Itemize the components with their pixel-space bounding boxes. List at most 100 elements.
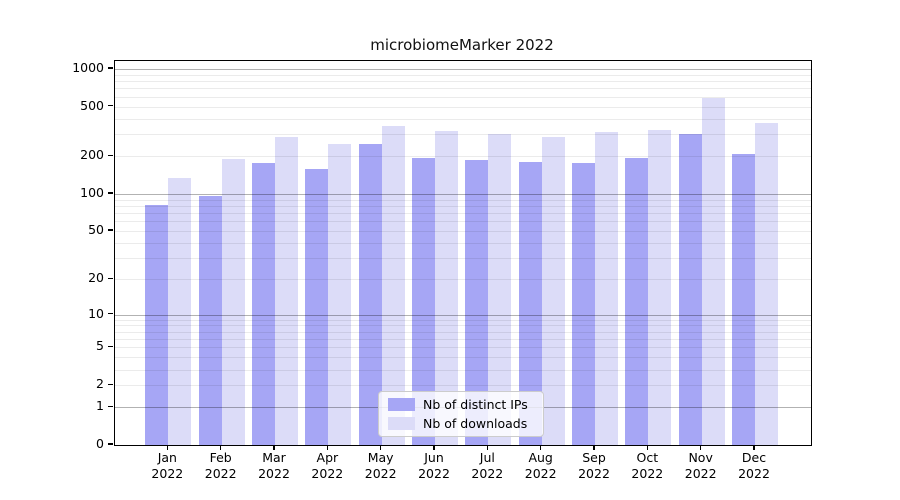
bar-downloads-sep: [595, 132, 618, 445]
bar-distinct-ips-apr: [305, 169, 329, 445]
bar-downloads-mar: [275, 137, 298, 445]
gridline-300: [115, 134, 811, 136]
legend-label-distinct-ips: Nb of distinct IPs: [423, 397, 528, 412]
bar-downloads-jun: [435, 131, 458, 445]
legend: Nb of distinct IPs Nb of downloads: [378, 391, 544, 437]
y-tick-label-2: 2: [96, 376, 104, 392]
x-tick-label-sep: Sep 2022: [578, 450, 610, 481]
y-tick-mark-50: [108, 229, 113, 231]
y-tick-mark-20: [108, 277, 113, 280]
y-tick-label-20: 20: [88, 270, 104, 286]
x-tick-mark-apr: [326, 445, 329, 450]
gridline-700: [115, 88, 811, 90]
y-tick-label-1: 1: [96, 398, 104, 414]
x-tick-mark-aug: [539, 445, 542, 450]
gridline-200: [115, 156, 811, 158]
y-tick-label-200: 200: [80, 147, 104, 163]
y-tick-label-1000: 1000: [72, 60, 104, 76]
x-tick-label-jan: Jan 2022: [151, 450, 184, 481]
bar-downloads-nov: [701, 98, 725, 445]
y-tick-label-5: 5: [96, 338, 104, 354]
x-tick-mark-jun: [433, 445, 435, 450]
bar-distinct-ips-jun: [412, 158, 435, 445]
bar-downloads-oct: [648, 130, 672, 445]
bar-downloads-jul: [488, 134, 512, 445]
gridline-60: [115, 221, 811, 223]
gridline-10: [115, 314, 811, 316]
x-tick-label-oct: Oct 2022: [631, 450, 664, 481]
legend-item-downloads: Nb of downloads: [388, 416, 535, 431]
x-tick-mark-nov: [699, 445, 702, 450]
y-tick-label-0: 0: [96, 436, 104, 451]
x-tick-mark-mar: [273, 445, 275, 450]
y-tick-label-10: 10: [88, 305, 104, 321]
gridline-80: [115, 205, 811, 207]
y-tick-mark-1000: [108, 67, 113, 69]
bar-downloads-dec: [755, 122, 778, 445]
plot-area: [114, 60, 812, 446]
gridline-40: [115, 242, 811, 244]
legend-label-downloads: Nb of downloads: [423, 416, 528, 431]
gridline-3: [115, 369, 811, 371]
gridline-2: [115, 385, 811, 387]
x-tick-mark-feb: [219, 445, 222, 450]
x-tick-label-feb: Feb 2022: [204, 450, 237, 481]
y-tick-mark-0: [108, 443, 113, 445]
legend-swatch-distinct-ips: [388, 398, 415, 411]
gridline-100: [115, 193, 811, 195]
bar-downloads-aug: [541, 136, 565, 445]
gridline-7: [115, 331, 811, 333]
x-tick-mark-jan: [166, 445, 169, 450]
bar-distinct-ips-sep: [572, 163, 595, 445]
gridline-90: [115, 199, 811, 201]
bar-distinct-ips-aug: [518, 161, 542, 445]
gridline-1000: [115, 69, 811, 71]
gridline-30: [115, 258, 811, 260]
x-tick-mark-oct: [646, 445, 649, 450]
gridline-4: [115, 357, 811, 359]
x-tick-label-aug: Aug 2022: [524, 450, 557, 481]
gridline-400: [115, 118, 811, 120]
gridline-8: [115, 325, 811, 327]
x-tick-label-nov: Nov 2022: [684, 450, 717, 481]
gridline-800: [115, 81, 811, 83]
gridline-600: [115, 96, 811, 98]
gridline-50: [115, 231, 811, 233]
legend-swatch-downloads: [388, 417, 415, 430]
x-tick-label-mar: Mar 2022: [258, 450, 290, 481]
bar-distinct-ips-mar: [252, 163, 275, 445]
x-tick-label-apr: Apr 2022: [311, 450, 344, 481]
gridline-20: [115, 279, 811, 281]
y-tick-label-100: 100: [80, 184, 104, 200]
bar-distinct-ips-oct: [625, 157, 649, 445]
x-tick-label-jun: Jun 2022: [418, 450, 450, 481]
y-tick-mark-1: [108, 405, 113, 407]
gridline-70: [115, 213, 811, 215]
bar-distinct-ips-nov: [678, 134, 702, 445]
x-tick-label-may: May 2022: [364, 450, 397, 481]
bar-distinct-ips-feb: [198, 195, 222, 445]
gridline-9: [115, 319, 811, 321]
bar-downloads-feb: [221, 159, 245, 445]
bar-distinct-ips-dec: [732, 153, 755, 445]
y-tick-mark-100: [108, 192, 113, 194]
x-tick-mark-sep: [593, 445, 595, 450]
y-tick-mark-10: [108, 312, 113, 315]
y-tick-mark-200: [108, 154, 113, 157]
x-tick-mark-may: [379, 445, 382, 450]
y-tick-mark-500: [108, 105, 113, 107]
y-tick-mark-2: [108, 383, 113, 385]
x-tick-mark-jul: [486, 445, 489, 450]
chart-title: microbiomeMarker 2022: [370, 36, 554, 54]
gridline-500: [115, 106, 811, 108]
y-tick-mark-5: [108, 345, 113, 348]
bar-downloads-apr: [328, 144, 352, 445]
gridline-900: [115, 74, 811, 76]
bar-downloads-may: [381, 126, 405, 445]
x-tick-label-jul: Jul 2022: [471, 450, 504, 481]
legend-item-distinct-ips: Nb of distinct IPs: [388, 397, 535, 412]
x-tick-mark-dec: [753, 445, 755, 450]
bar-distinct-ips-jan: [145, 204, 169, 445]
y-tick-label-50: 50: [88, 222, 104, 238]
